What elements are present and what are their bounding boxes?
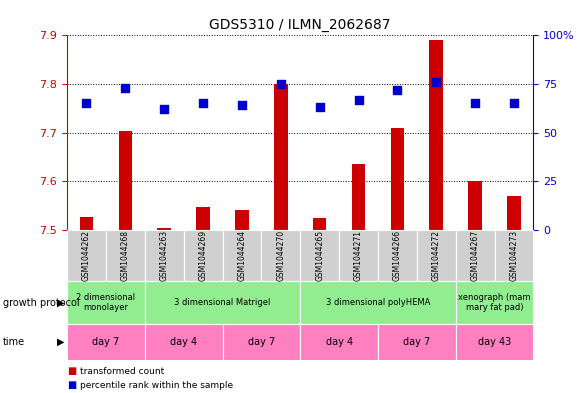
Text: GSM1044268: GSM1044268 — [121, 230, 130, 281]
Text: GSM1044271: GSM1044271 — [354, 230, 363, 281]
Point — [393, 87, 402, 93]
Bar — [118, 131, 132, 230]
Text: ▶: ▶ — [57, 298, 64, 308]
Point — [510, 100, 519, 107]
Text: time: time — [3, 337, 25, 347]
Text: 3 dimensional Matrigel: 3 dimensional Matrigel — [174, 298, 271, 307]
Bar — [507, 196, 521, 230]
Text: GSM1044266: GSM1044266 — [393, 230, 402, 281]
Bar — [430, 40, 443, 230]
Text: growth protocol: growth protocol — [3, 298, 79, 308]
Text: GSM1044272: GSM1044272 — [432, 230, 441, 281]
Bar — [391, 128, 404, 230]
Text: GSM1044263: GSM1044263 — [160, 230, 168, 281]
Bar — [80, 217, 93, 230]
Text: day 7: day 7 — [403, 337, 430, 347]
Text: 2 dimensional
monolayer: 2 dimensional monolayer — [76, 293, 135, 312]
Bar — [468, 181, 482, 230]
Point — [82, 100, 91, 107]
Text: GSM1044269: GSM1044269 — [199, 230, 208, 281]
Point — [470, 100, 480, 107]
Bar — [274, 84, 287, 230]
Bar — [235, 210, 249, 230]
Text: GSM1044267: GSM1044267 — [470, 230, 480, 281]
Text: day 4: day 4 — [170, 337, 197, 347]
Bar — [196, 207, 210, 230]
Point — [315, 104, 324, 110]
Bar — [313, 218, 326, 230]
Point — [276, 81, 286, 87]
Point — [198, 100, 208, 107]
Text: day 4: day 4 — [325, 337, 353, 347]
Text: day 7: day 7 — [92, 337, 120, 347]
Text: xenograph (mam
mary fat pad): xenograph (mam mary fat pad) — [458, 293, 531, 312]
Point — [237, 102, 247, 108]
Text: GSM1044270: GSM1044270 — [276, 230, 285, 281]
Point — [160, 106, 169, 112]
Text: ▶: ▶ — [57, 337, 64, 347]
Text: ■: ■ — [67, 366, 76, 376]
Text: GSM1044262: GSM1044262 — [82, 230, 91, 281]
Text: ■: ■ — [67, 380, 76, 390]
Text: day 7: day 7 — [248, 337, 275, 347]
Point — [121, 85, 130, 91]
Bar — [352, 164, 366, 230]
Text: GSM1044273: GSM1044273 — [510, 230, 518, 281]
Text: GSM1044265: GSM1044265 — [315, 230, 324, 281]
Bar — [157, 228, 171, 230]
Title: GDS5310 / ILMN_2062687: GDS5310 / ILMN_2062687 — [209, 18, 391, 31]
Text: transformed count: transformed count — [80, 367, 164, 376]
Text: 3 dimensional polyHEMA: 3 dimensional polyHEMA — [326, 298, 430, 307]
Text: GSM1044264: GSM1044264 — [237, 230, 247, 281]
Text: day 43: day 43 — [478, 337, 511, 347]
Text: percentile rank within the sample: percentile rank within the sample — [80, 381, 233, 389]
Point — [354, 96, 363, 103]
Point — [431, 79, 441, 85]
